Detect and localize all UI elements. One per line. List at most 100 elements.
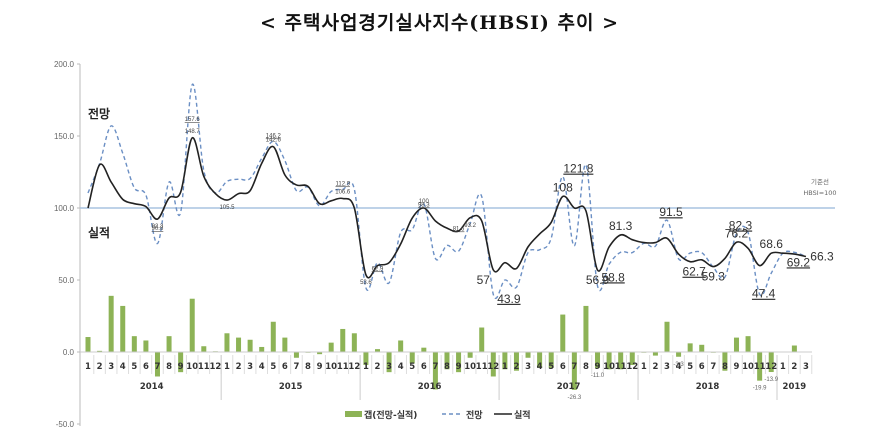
actual-value-label: 76.2 [725, 226, 749, 240]
gap-bar [154, 352, 160, 377]
gap-bar [201, 346, 207, 352]
month-label: 4 [120, 362, 126, 372]
actual-value-label: 108 [553, 180, 573, 194]
month-label: 6 [421, 362, 427, 372]
gap-bar [687, 343, 693, 352]
month-label: 10 [464, 362, 476, 372]
year-label: 2017 [557, 382, 581, 392]
gap-bar [386, 352, 392, 373]
forecast-value-label: 62.7 [682, 265, 706, 279]
gap-bar [479, 327, 485, 352]
actual-value-label: 148.7 [185, 129, 201, 135]
gap-bar [97, 350, 103, 352]
month-label: 11 [754, 362, 766, 372]
month-label: 2 [513, 362, 519, 372]
y-tick-label: 100.0 [54, 204, 75, 213]
gap-bar [328, 342, 334, 352]
month-label: 3 [803, 362, 809, 372]
month-label: 10 [603, 362, 615, 372]
gap-bar [120, 305, 126, 352]
actual-value-label: 53.6 [360, 280, 372, 286]
gap-value-label: -11.0 [591, 373, 605, 379]
gap-bar [456, 352, 462, 373]
gap-bar [595, 352, 601, 368]
forecast-value-label: 146.2 [266, 133, 282, 139]
month-label: 3 [386, 362, 392, 372]
month-label: 4 [259, 362, 265, 372]
month-label: 2 [652, 362, 658, 372]
year-label: 2015 [279, 382, 303, 392]
month-label: 1 [780, 362, 786, 372]
y-tick-label: 200.0 [54, 60, 75, 69]
month-label: 7 [571, 362, 577, 372]
month-label: 3 [525, 362, 531, 372]
month-label: 3 [247, 362, 253, 372]
forecast-value-label: 82.3 [729, 218, 753, 232]
month-label: 9 [178, 362, 184, 372]
forecast-value-label: 121.8 [563, 162, 593, 176]
month-label: 4 [537, 362, 543, 372]
gap-bar [178, 352, 184, 373]
month-label: 12 [487, 362, 499, 372]
gap-bar [444, 352, 450, 370]
month-label: 9 [734, 362, 740, 372]
gap-bar [375, 349, 380, 352]
forecast-value-label: 90.8 [152, 226, 164, 232]
gap-value-label: -13.9 [764, 377, 778, 383]
y-tick-label: -50.0 [56, 420, 75, 429]
month-label: 5 [548, 362, 554, 372]
month-label: 11 [476, 362, 488, 372]
forecast-value-label: 58.8 [601, 270, 625, 284]
actual-line [87, 137, 807, 279]
gap-bar [676, 352, 682, 357]
gap-bar [409, 352, 415, 364]
month-label: 11 [337, 362, 349, 372]
month-label: 8 [444, 362, 450, 372]
forecast-value-label: 43.9 [497, 292, 521, 306]
y-tick-label: 150.0 [54, 132, 75, 141]
forecast-value-label: 47.4 [752, 287, 776, 301]
actual-value-label: 66.3 [810, 250, 834, 264]
gap-bar [733, 337, 739, 352]
gap-bar [293, 352, 299, 358]
month-label: 6 [143, 362, 149, 372]
month-label: 4 [676, 362, 682, 372]
month-label: 3 [108, 362, 114, 372]
month-label: 7 [710, 362, 716, 372]
gap-bar [351, 333, 357, 352]
month-label: 7 [432, 362, 438, 372]
y-tick-label: 0.0 [63, 348, 75, 357]
gap-bar [699, 344, 705, 352]
actual-side-label: 실적 [88, 225, 110, 240]
actual-value-label: 93.2 [464, 223, 476, 229]
month-label: 6 [282, 362, 288, 372]
gap-bar [432, 352, 438, 390]
gap-bar [560, 314, 566, 352]
year-label: 2019 [783, 382, 807, 392]
month-label: 10 [325, 362, 337, 372]
legend-actual-label: 실적 [514, 409, 531, 421]
forecast-value-label: 81.6 [453, 226, 465, 232]
gap-bar [757, 352, 763, 381]
gap-bar [583, 305, 589, 352]
gap-bar [247, 339, 253, 352]
actual-value-label: 68.6 [760, 237, 784, 251]
month-label: 12 [348, 362, 360, 372]
gap-value-label: -3.3 [673, 362, 684, 368]
gap-bar [270, 321, 276, 352]
actual-value-label: 106.6 [335, 189, 351, 195]
month-label: 1 [85, 362, 91, 372]
gap-bar [745, 336, 751, 352]
month-label: 7 [155, 362, 161, 372]
gap-bar [537, 352, 543, 368]
month-label: 6 [699, 362, 705, 372]
gap-bar [340, 328, 346, 352]
month-label: 2 [791, 362, 797, 372]
gap-bar [85, 337, 91, 352]
month-label: 8 [722, 362, 728, 372]
month-label: 11 [198, 362, 210, 372]
actual-value-label: 59.3 [702, 270, 726, 284]
gap-bar [143, 340, 149, 352]
gap-bar [131, 336, 137, 352]
